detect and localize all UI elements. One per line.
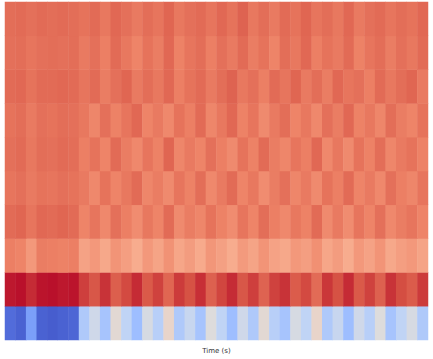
svg-text:Time (s): Time (s) (201, 347, 231, 355)
